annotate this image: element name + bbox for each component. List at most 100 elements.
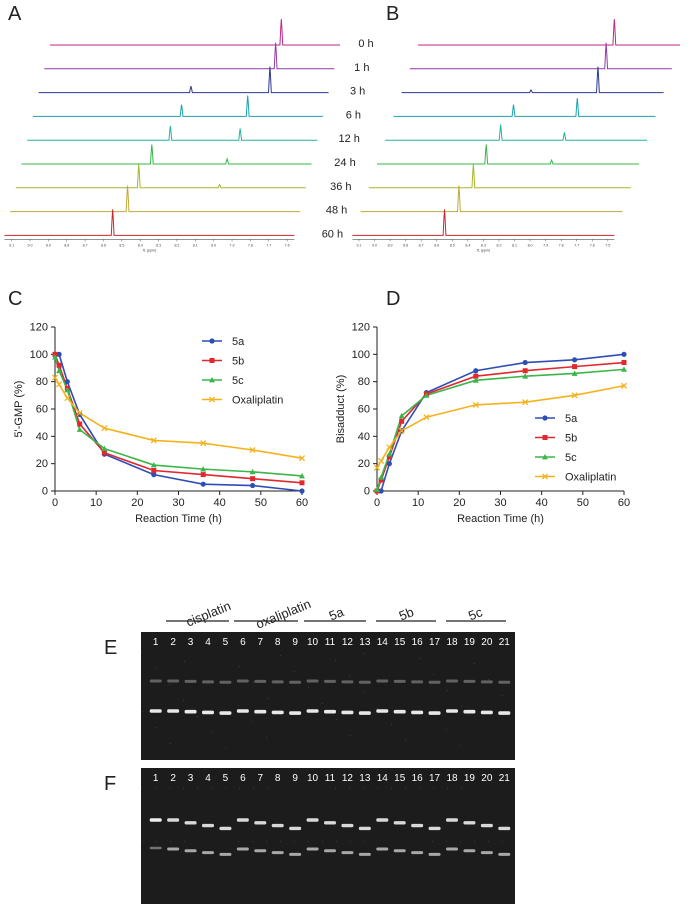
gel-speck — [488, 679, 489, 680]
gel-speck — [184, 841, 185, 842]
spectrum-tick-label: 9.1 — [9, 243, 14, 247]
gel-speck — [349, 788, 350, 789]
data-point — [150, 437, 157, 444]
data-point — [249, 446, 256, 454]
gel-speck — [308, 687, 309, 688]
gel-speck — [322, 703, 323, 704]
nmr-panel-a: 9.1 9.0 8.9 8.8 8.7 8.6 8.5 8.4 8.3 8.2 8.1 8.0 7.9 7… — [4, 18, 340, 252]
series-line — [54, 377, 303, 459]
x-tick-label: 50 — [255, 497, 267, 509]
data-point — [386, 444, 393, 451]
gel-band — [411, 710, 424, 715]
spectrum-trace — [27, 125, 318, 141]
spectrum-trace — [360, 185, 623, 213]
spectrum-tick-label: 8.5 — [450, 243, 455, 247]
lane-number: 15 — [394, 773, 406, 784]
x-tick-label: 30 — [494, 497, 506, 509]
series-line — [54, 354, 303, 484]
gel-band — [236, 847, 249, 851]
lane-number: 8 — [275, 773, 281, 784]
lane-number: 1 — [153, 637, 159, 648]
gel-speck — [391, 788, 392, 789]
gel-band — [428, 680, 441, 684]
gel-band — [463, 679, 476, 683]
gel-band — [271, 823, 284, 828]
gel-speck — [170, 743, 171, 744]
gel-speck — [156, 841, 157, 842]
gel-speck — [432, 841, 433, 842]
spectrum-tick-label: 7.7 — [266, 243, 271, 247]
lane-number: 12 — [342, 637, 354, 648]
gel-band — [271, 710, 284, 715]
gel-speck — [280, 655, 281, 656]
spectrum-tick-label: 8.9 — [388, 243, 393, 247]
data-point — [399, 418, 405, 424]
panel-label-c: C — [8, 288, 22, 310]
x-tick-label: 40 — [536, 497, 548, 509]
data-point — [621, 366, 627, 372]
gel-band — [149, 709, 162, 713]
gel-band — [184, 849, 197, 853]
gel-speck — [502, 841, 503, 842]
spectrum-tick-label: 8.9 — [46, 243, 51, 247]
data-point — [151, 472, 157, 478]
gel-band — [167, 847, 180, 851]
data-point — [542, 435, 548, 440]
gel-band — [202, 680, 214, 684]
spectrum-tick-label: 8.7 — [83, 243, 88, 247]
data-point — [373, 464, 381, 471]
nmr-panel-b: 9.1 9.0 8.9 8.8 8.7 8.6 8.5 8.4 8.3 8.2 8.1 8.0 7.9 7… — [352, 18, 680, 252]
data-point — [249, 468, 256, 475]
gel-band — [341, 710, 354, 715]
spectrum-trace — [352, 209, 615, 236]
lane-number: 2 — [170, 773, 176, 784]
spectrum-tick-label: 8.3 — [156, 243, 161, 247]
gel-band — [184, 709, 197, 714]
lane-number: 20 — [481, 637, 493, 648]
gel-speck — [141, 652, 142, 653]
gel-speck — [280, 841, 281, 842]
gel-band — [341, 680, 354, 684]
gel-speck — [225, 788, 226, 789]
data-point — [378, 488, 384, 494]
gel-e: 1 2 3 4 5 6 7 8 9 10 11 12 13 14 15 16 17 18 19 20 21 — [141, 632, 515, 760]
data-point — [299, 488, 305, 494]
spectrum-tick-label: 7.6 — [285, 243, 290, 247]
x-tick-label: 60 — [296, 497, 308, 509]
data-point — [571, 370, 578, 376]
gel-speck — [142, 711, 143, 712]
lane-number: 3 — [188, 637, 194, 648]
gel-speck — [502, 695, 503, 696]
gel-band — [393, 679, 406, 683]
gel-speck — [225, 748, 226, 749]
gel-speck — [238, 841, 239, 842]
gel-band — [219, 711, 232, 715]
gel-speck — [461, 788, 462, 789]
x-axis-label: Reaction Time (h) — [135, 513, 222, 525]
spectrum-axis-label: f1 (ppm) — [143, 248, 156, 252]
x-axis-label: Reaction Time (h) — [457, 513, 544, 525]
gel-band — [306, 847, 319, 851]
lane-number: 7 — [258, 637, 264, 648]
lane-number: 12 — [342, 773, 354, 784]
spectrum-tick-label: 9.0 — [372, 243, 377, 247]
data-point — [571, 392, 578, 399]
gel-band — [306, 818, 319, 822]
gel-band — [480, 823, 493, 828]
gel-speck — [474, 663, 475, 664]
gel-speck — [447, 788, 448, 789]
data-point — [250, 482, 256, 489]
gel-band — [498, 711, 511, 715]
gel-speck — [364, 653, 365, 654]
spectrum-tick-label: 9.0 — [28, 243, 33, 247]
panel-label-b: B — [386, 3, 399, 25]
gel-band — [498, 826, 511, 831]
gel-band — [271, 851, 284, 855]
spectrum-tick-label: 8.4 — [465, 243, 470, 247]
gel-band — [480, 710, 493, 715]
gel-speck — [460, 841, 461, 842]
gel-band — [358, 852, 371, 856]
x-tick-label: 0 — [52, 497, 58, 509]
spectrum-tick-label: 7.8 — [559, 243, 564, 247]
